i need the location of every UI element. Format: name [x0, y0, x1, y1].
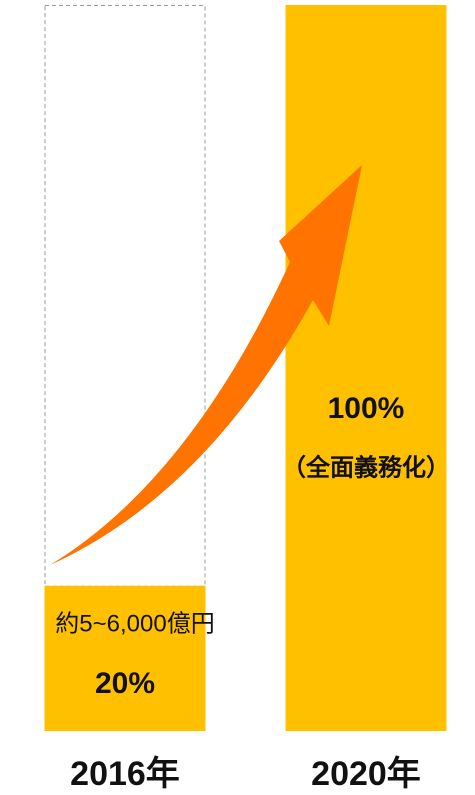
- x-tick-label: 2016年: [70, 755, 180, 793]
- bar: [44, 585, 206, 731]
- bars: [44, 5, 447, 731]
- value-label: 100%: [328, 392, 405, 425]
- x-tick-label: 2020年: [311, 755, 421, 793]
- capacity-outline: [44, 5, 206, 587]
- annotation: 約5~6,000億円: [55, 610, 214, 637]
- growth-arrow: [50, 165, 362, 565]
- value-label: 20%: [95, 667, 155, 700]
- annotation: （全面義務化）: [282, 453, 450, 481]
- bar: [285, 5, 447, 731]
